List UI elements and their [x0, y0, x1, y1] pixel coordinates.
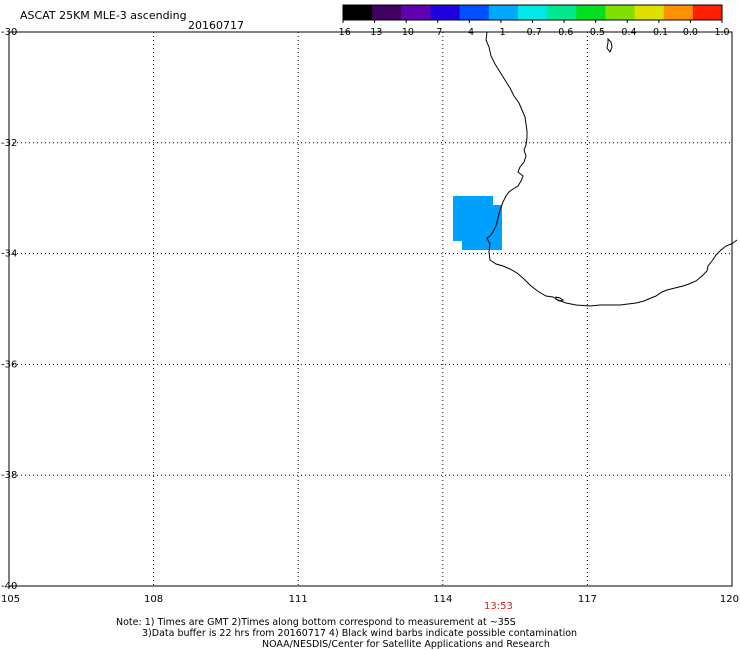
longitude-label: 120	[720, 594, 739, 605]
colorbar-segment	[605, 5, 636, 20]
longitude-label: 108	[144, 594, 163, 605]
colorbar-segment	[372, 5, 402, 20]
colorbar-segment	[401, 5, 431, 20]
colorbar-segment	[430, 5, 461, 20]
colorbar-segment	[343, 5, 373, 20]
colorbar-segment	[634, 5, 665, 20]
latitude-label: -30	[1, 27, 17, 38]
graticule	[9, 32, 732, 586]
colorbar-segment	[576, 5, 606, 20]
latitude-label: -38	[1, 470, 17, 481]
map-frame	[8, 31, 733, 587]
latitude-label: -40	[1, 581, 17, 592]
longitude-label: 117	[578, 594, 597, 605]
coastline-hook	[606, 37, 613, 54]
colorbar-segment	[517, 5, 548, 20]
product-date: 20160717	[188, 19, 244, 32]
longitude-label: 111	[289, 594, 308, 605]
colorbar-segment	[663, 5, 694, 20]
colorbar-segment	[459, 5, 490, 20]
coastline-islet	[555, 296, 565, 302]
colorbar-segment	[547, 5, 577, 20]
longitude-tick-labels: 105 108 111 114 117 120	[1, 594, 739, 605]
note-line-1: Note: 1) Times are GMT 2)Times along bot…	[116, 617, 516, 628]
colorbar-segment	[692, 5, 723, 20]
coastline-main	[485, 31, 738, 307]
coastline	[485, 31, 738, 307]
note-line-3: NOAA/NESDIS/Center for Satellite Applica…	[262, 639, 550, 650]
latitude-label: -34	[1, 249, 17, 260]
latitude-label: -36	[1, 359, 17, 370]
map-plot-area: 105 108 111 114 117 120 -30 -32 -34 -36 -38 -40 13…	[1, 27, 739, 612]
longitude-label: 105	[1, 594, 20, 605]
product-title: ASCAT 25KM MLE-3 ascending	[20, 9, 187, 22]
wind-data-patches	[453, 196, 502, 250]
wind-cell	[462, 205, 502, 250]
latitude-tick-labels: -30 -32 -34 -36 -38 -40	[1, 27, 17, 592]
note-line-2: 3)Data buffer is 22 hrs from 20160717 4)…	[142, 628, 577, 639]
latitude-label: -32	[1, 138, 17, 149]
swath-time-label: 13:53	[484, 601, 513, 612]
colorbar-segment	[488, 5, 519, 20]
longitude-label: 114	[433, 594, 452, 605]
colorbar-legend: -16 -13 -10 -7 -4 -1 -0.7 -0.6 -0.5 -0.4 -0.1 0.0 1.…	[335, 4, 730, 38]
